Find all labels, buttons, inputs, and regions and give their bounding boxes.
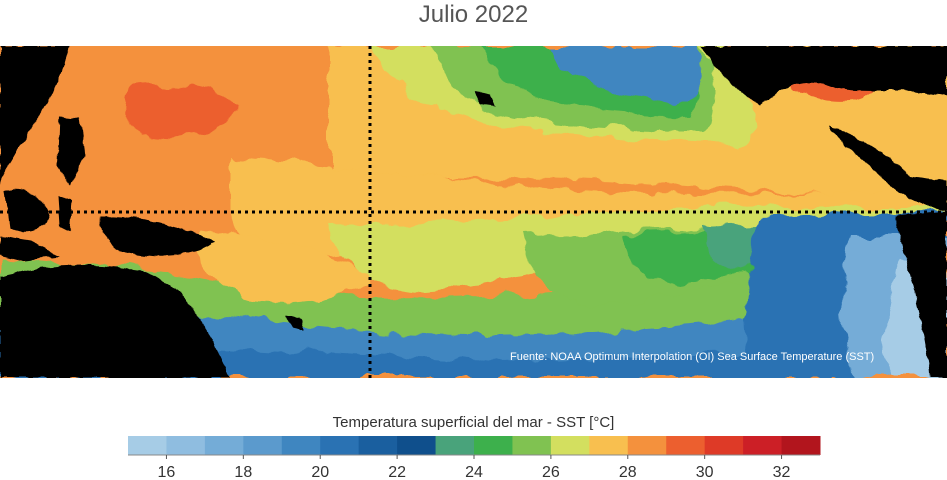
colorbar-swatch — [128, 436, 167, 455]
colorbar-swatches — [128, 436, 821, 455]
land — [0, 46, 947, 378]
colorbar-tick-label: 16 — [158, 464, 176, 480]
central-america — [830, 126, 947, 211]
colorbar-swatch — [704, 436, 744, 455]
south-america — [895, 211, 947, 378]
colorbar-swatch — [627, 436, 667, 455]
hawaii — [475, 91, 495, 106]
colorbar-swatch — [204, 436, 244, 455]
colorbar-tick-label: 24 — [465, 464, 483, 480]
colorbar-label: Temperatura superficial del mar - SST [°… — [332, 414, 615, 431]
south-warm-yellow — [197, 226, 370, 303]
colorbar-ticks: 16 18 20 22 24 26 28 30 32 — [128, 454, 820, 480]
colorbar-swatch — [743, 436, 783, 455]
north-blue — [550, 46, 703, 101]
warm-pool-red — [121, 84, 240, 138]
colorbar-swatch — [474, 436, 513, 455]
colorbar-swatch — [435, 436, 475, 455]
colorbar-tick-label: 28 — [619, 464, 637, 480]
colorbar-tick-label: 22 — [388, 464, 406, 480]
colorbar-tick-label: 30 — [696, 464, 714, 480]
colorbar-tick-label: 18 — [234, 464, 252, 480]
colorbar-tick-label: 26 — [542, 464, 560, 480]
colorbar-swatch — [781, 436, 821, 455]
colorbar-swatch — [589, 436, 629, 455]
sst-field — [0, 46, 947, 378]
north-america — [700, 46, 947, 106]
sst-map — [0, 46, 947, 378]
borneo — [5, 189, 50, 232]
colorbar-swatch — [358, 436, 398, 455]
south-band-blue2 — [0, 336, 947, 378]
colorbar-swatch — [397, 436, 437, 455]
colorbar-swatch — [320, 436, 360, 455]
sumatra-java — [0, 236, 60, 261]
colorbar-swatch — [512, 436, 552, 455]
colorbar-tick-label: 20 — [311, 464, 329, 480]
colorbar-swatch — [666, 436, 706, 455]
new-zealand — [285, 316, 305, 331]
philippines — [58, 116, 85, 186]
colorbar-swatch — [166, 436, 206, 455]
new-guinea — [99, 216, 215, 257]
source-note: Fuente: NOAA Optimum Interpolation (OI) … — [510, 351, 875, 363]
colorbar: 16 18 20 22 24 26 28 30 32 — [128, 436, 821, 480]
australia — [0, 265, 230, 378]
colorbar-swatch — [550, 436, 590, 455]
colorbar-swatch — [243, 436, 283, 455]
colorbar-swatch — [281, 436, 321, 455]
colorbar-tick-label: 32 — [773, 464, 791, 480]
asia-landmass — [0, 46, 70, 186]
map-title: Julio 2022 — [418, 1, 529, 28]
